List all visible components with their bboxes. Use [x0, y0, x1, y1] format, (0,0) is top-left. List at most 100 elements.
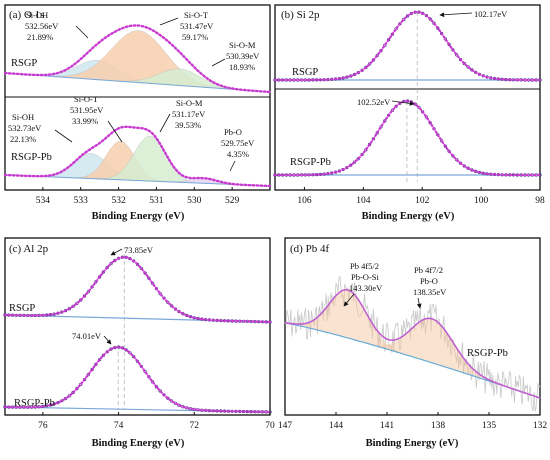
ann-pb-siom-pointer [159, 113, 171, 133]
panel-a: (a) O 1s RSGP RSGP-Pb Si-OH 532.56eV 21.… [3, 4, 272, 222]
panel-c-fit-curve [3, 345, 272, 414]
panel-c-tick-label: 76 [38, 421, 48, 431]
panel-c-fit-curve [3, 255, 272, 324]
ann-pb4f52-pointer [343, 293, 355, 307]
panel-c-tick-label: 74 [114, 421, 124, 431]
ann-pb-sioh-percent: 22.13% [10, 134, 36, 144]
panel-b-peak-label-rsgppb: 102.52eV [357, 97, 391, 107]
ann-rsgp-siom-name: Si-O-M [229, 40, 256, 50]
panel-b-sample-rsgp: RSGP [292, 67, 318, 78]
ann-rsgp-siot-pointer [159, 17, 179, 26]
panel-b-fit-curve [273, 10, 542, 82]
ann-pb4f72-bond: Pb-O [420, 276, 438, 286]
panel-c-peak-arrow-rsgppb [103, 335, 112, 345]
panel-a-plot [3, 24, 272, 188]
ann-pb-siot-percent: 33.99% [72, 116, 98, 126]
panel-d: (d) Pb 4f RSGP-Pb Pb 4f5/2 Pb-O-Si 143.3… [278, 237, 548, 449]
panel-b-tick-label: 106 [297, 196, 312, 206]
panel-d-raw-spectrum [284, 275, 541, 412]
ann-pb4f72-energy: 138.35eV [413, 287, 447, 297]
panel-a-tick-label: 533 [74, 196, 89, 206]
ann-pb-siot-pointer [107, 120, 123, 143]
panel-c-tick-label: 70 [265, 421, 275, 431]
panel-d-title: (d) Pb 4f [290, 243, 329, 255]
panel-b-x-label: Binding Energy (eV) [362, 211, 455, 222]
panel-c-title: (c) Al 2p [9, 243, 49, 255]
ann-pb4f52-bond: Pb-O-Si [351, 272, 380, 282]
panel-d-tick-label: 144 [329, 421, 344, 431]
panel-d-frame [284, 237, 541, 416]
ann-pb4f52-energy: 143.30eV [349, 283, 383, 293]
panel-b-peak-arrow-rsgp [439, 12, 473, 18]
ann-pb-pbo-name: Pb-O [224, 127, 242, 137]
ann-pb-pbo-percent: 4.35% [227, 149, 249, 159]
ann-pb4f52-name: Pb 4f5/2 [350, 261, 379, 271]
panel-b-peak-label-rsgp: 102.17eV [474, 9, 508, 19]
panel-d-plot [284, 275, 541, 412]
panel-b-frame [274, 4, 541, 191]
panel-b-plot [273, 10, 542, 182]
panel-c-peak-label-rsgp: 73.85eV [124, 245, 154, 255]
ann-rsgp-siot-energy: 531.47eV [180, 21, 214, 31]
panel-b-peak-arrow-rsgppb [391, 100, 415, 106]
panel-b-tick-label: 104 [356, 196, 371, 206]
panel-d-fit-curve [284, 288, 541, 399]
ann-pb-pbo-pointer [229, 160, 236, 172]
panel-c-sample-rsgp: RSGP [9, 303, 35, 314]
ann-pb-pbo-energy: 529.75eV [221, 138, 255, 148]
panel-a-tick-label: 529 [225, 196, 240, 206]
panel-a-sample-rsgp: RSGP [11, 58, 37, 69]
ann-pb-siom-percent: 39.53% [175, 120, 201, 130]
ann-rsgp-sioh-name: Si-OH [26, 10, 48, 20]
ann-rsgp-siot-percent: 59.17% [182, 32, 208, 42]
baseline [4, 174, 271, 187]
ann-rsgp-siom-pointer [211, 58, 226, 67]
panel-d-tick-label: 135 [482, 421, 497, 431]
panel-c-tick-label: 72 [190, 421, 200, 431]
panel-b-x-ticks: 106 104 102 100 98 [297, 187, 545, 206]
panel-b: (b) Si 2p RSGP RSGP-Pb 102.17eV 102.52eV… [273, 4, 545, 222]
panel-b-title: (b) Si 2p [281, 9, 320, 21]
panel-d-component-fill [285, 318, 540, 398]
panel-a-x-label: Binding Energy (eV) [92, 211, 185, 222]
panel-d-x-ticks: 147 144 141 138 135 132 [278, 412, 548, 431]
ann-pb-siom-energy: 531.17eV [172, 109, 206, 119]
ann-rsgp-sioh-percent: 21.89% [27, 32, 53, 42]
ann-pb-sioh-energy: 532.73eV [8, 123, 42, 133]
panel-b-tick-label: 102 [415, 196, 430, 206]
baseline [4, 72, 271, 93]
panel-c-frame [4, 237, 271, 416]
ann-rsgp-sioh-energy: 532.56eV [25, 21, 59, 31]
panel-d-component-fill [285, 289, 540, 398]
panel-c-sample-rsgppb: RSGP-Pb [14, 398, 55, 409]
panel-c-x-ticks: 76 74 72 70 [38, 412, 275, 431]
panel-c-peak-arrow-rsgp [110, 248, 123, 256]
panel-d-sample-label: RSGP-Pb [467, 348, 508, 359]
ann-pb-sioh-name: Si-OH [12, 112, 34, 122]
panel-c-peak-label-rsgppb: 74.01eV [72, 331, 102, 341]
panel-c-plot [3, 254, 272, 414]
panel-d-tick-label: 147 [278, 421, 293, 431]
panel-a-tick-label: 531 [149, 196, 164, 206]
ann-rsgp-siom-energy: 530.39eV [226, 51, 260, 61]
panel-a-x-ticks: 534 533 532 531 530 529 [36, 187, 240, 206]
ann-rsgp-siot-name: Si-O-T [184, 10, 209, 20]
ann-rsgp-sioh-pointer [75, 25, 89, 39]
ann-pb-sioh-pointer [54, 129, 73, 143]
panel-a-tick-label: 534 [36, 196, 51, 206]
fit-envelope [3, 24, 272, 94]
panel-a-sample-rsgppb: RSGP-Pb [11, 152, 52, 163]
panel-c: (c) Al 2p RSGP RSGP-Pb 73.85eV 74.01eV 7… [3, 237, 275, 449]
panel-a-title: (a) O 1s [9, 9, 44, 21]
ann-pb-siom-name: Si-O-M [176, 98, 203, 108]
panel-d-tick-label: 132 [533, 421, 548, 431]
panel-b-tick-label: 100 [474, 196, 489, 206]
panel-d-tick-label: 138 [431, 421, 446, 431]
panel-a-tick-label: 530 [187, 196, 202, 206]
panel-b-tick-label: 98 [535, 196, 545, 206]
ann-pb-siot-energy: 531.95eV [70, 105, 104, 115]
ann-pb4f72-name: Pb 4f7/2 [414, 265, 443, 275]
panel-c-x-label: Binding Energy (eV) [92, 438, 185, 449]
panel-b-fit-curve [273, 99, 542, 177]
